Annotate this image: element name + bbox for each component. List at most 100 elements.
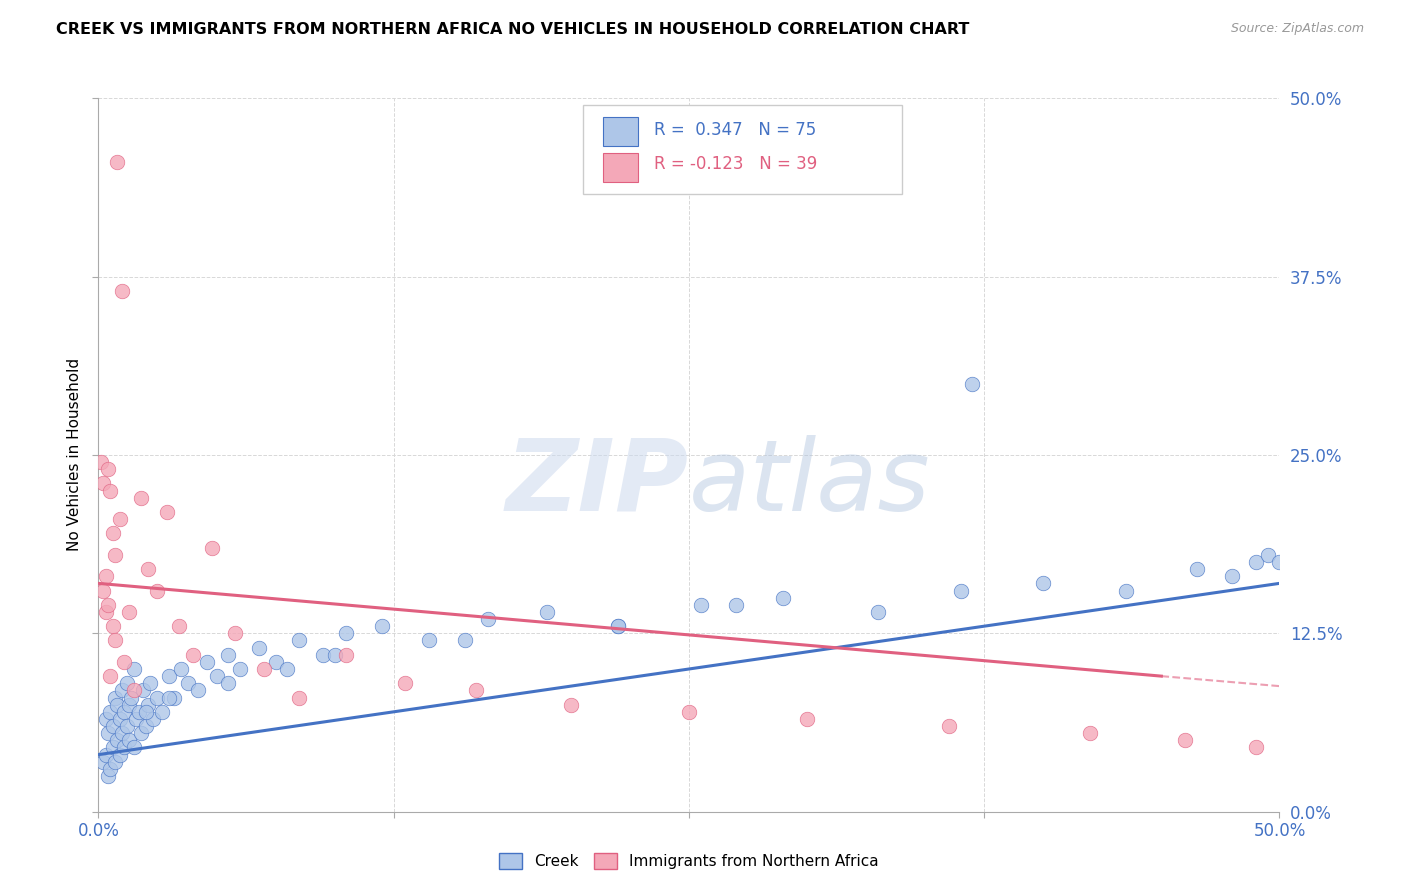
Point — [1257, 548, 1279, 562]
Point — [465, 683, 488, 698]
Point — [112, 655, 135, 669]
Point — [135, 719, 157, 733]
Point — [97, 769, 120, 783]
Point — [335, 648, 357, 662]
Point — [111, 683, 134, 698]
Point — [122, 662, 145, 676]
Point — [142, 712, 165, 726]
Point — [111, 726, 134, 740]
Point — [1115, 583, 1137, 598]
Point — [125, 712, 148, 726]
Point — [105, 698, 128, 712]
Point — [1185, 562, 1208, 576]
Point — [1080, 726, 1102, 740]
Point — [276, 662, 298, 676]
Point — [418, 633, 440, 648]
Point — [105, 155, 128, 169]
Point — [253, 662, 276, 676]
Point — [97, 726, 120, 740]
Point — [1244, 555, 1267, 569]
Point — [101, 740, 124, 755]
Point — [150, 705, 173, 719]
Point — [201, 541, 224, 555]
Point — [108, 712, 131, 726]
Point — [796, 712, 818, 726]
Point — [163, 690, 186, 705]
Point — [394, 676, 416, 690]
Point — [146, 690, 169, 705]
Text: Source: ZipAtlas.com: Source: ZipAtlas.com — [1230, 22, 1364, 36]
Point — [170, 662, 193, 676]
Point — [97, 598, 120, 612]
Point — [157, 669, 180, 683]
Point — [217, 648, 239, 662]
Point — [105, 733, 128, 747]
Point — [108, 512, 131, 526]
Legend: Creek, Immigrants from Northern Africa: Creek, Immigrants from Northern Africa — [494, 847, 884, 875]
Point — [962, 376, 984, 391]
Point — [1032, 576, 1054, 591]
Point — [132, 683, 155, 698]
Point — [115, 676, 138, 690]
Point — [98, 669, 121, 683]
Point — [205, 669, 228, 683]
Point — [108, 747, 131, 762]
Point — [938, 719, 960, 733]
Point — [98, 762, 121, 776]
Point — [217, 676, 239, 690]
Point — [91, 755, 114, 769]
Point — [288, 633, 311, 648]
FancyBboxPatch shape — [603, 153, 638, 182]
Point — [118, 605, 141, 619]
Point — [156, 505, 179, 519]
Point — [90, 455, 112, 469]
Text: CREEK VS IMMIGRANTS FROM NORTHERN AFRICA NO VEHICLES IN HOUSEHOLD CORRELATION CH: CREEK VS IMMIGRANTS FROM NORTHERN AFRICA… — [56, 22, 970, 37]
Point — [264, 655, 287, 669]
Point — [104, 633, 127, 648]
Text: ZIP: ZIP — [506, 435, 689, 532]
Point — [195, 655, 218, 669]
Point — [187, 683, 209, 698]
Point — [122, 683, 145, 698]
Text: atlas: atlas — [689, 435, 931, 532]
Point — [129, 491, 152, 505]
Point — [229, 662, 252, 676]
Point — [224, 626, 246, 640]
FancyBboxPatch shape — [582, 105, 901, 194]
Y-axis label: No Vehicles in Household: No Vehicles in Household — [66, 359, 82, 551]
Point — [104, 548, 127, 562]
Point — [607, 619, 630, 633]
Point — [157, 690, 180, 705]
Point — [129, 726, 152, 740]
Point — [101, 719, 124, 733]
Point — [101, 526, 124, 541]
Point — [607, 619, 630, 633]
Point — [371, 619, 394, 633]
Point — [772, 591, 794, 605]
Point — [91, 476, 114, 491]
Point — [91, 583, 114, 598]
Point — [122, 740, 145, 755]
Point — [1244, 740, 1267, 755]
Point — [111, 284, 134, 298]
Point — [1174, 733, 1197, 747]
Point — [139, 676, 162, 690]
Point — [177, 676, 200, 690]
Point — [453, 633, 475, 648]
Point — [312, 648, 335, 662]
Point — [128, 705, 150, 719]
Point — [101, 619, 124, 633]
Point — [247, 640, 270, 655]
Point — [135, 705, 157, 719]
Point — [477, 612, 499, 626]
Point — [167, 619, 190, 633]
Point — [725, 598, 748, 612]
Point — [94, 605, 117, 619]
Point — [181, 648, 204, 662]
Point — [323, 648, 346, 662]
Point — [118, 733, 141, 747]
Point — [335, 626, 357, 640]
Point — [949, 583, 972, 598]
Text: R = -0.123   N = 39: R = -0.123 N = 39 — [654, 155, 817, 173]
Point — [97, 462, 120, 476]
